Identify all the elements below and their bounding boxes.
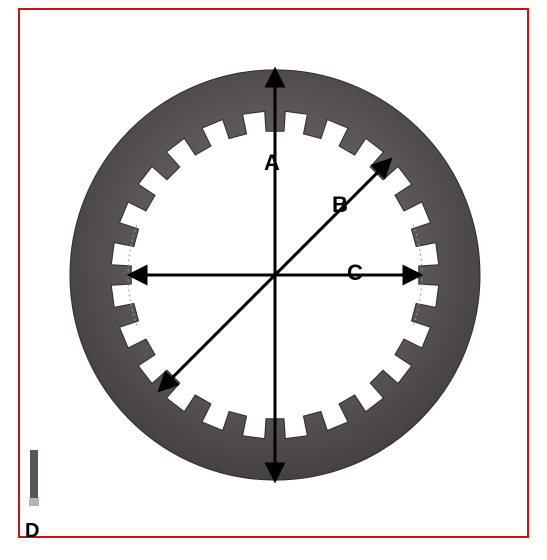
thickness-sideview-edge: [29, 498, 39, 506]
dimension-label-d: D: [25, 520, 39, 543]
dimension-label-c: C: [347, 260, 363, 286]
dimension-label-a: A: [264, 150, 280, 176]
clutch-plate-diagram: [0, 0, 547, 560]
dimension-label-b: B: [332, 192, 348, 218]
thickness-sideview-icon: [30, 450, 38, 504]
